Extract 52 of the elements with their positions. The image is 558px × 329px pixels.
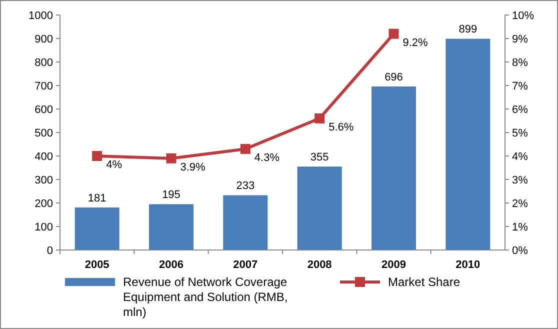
point bbox=[166, 153, 176, 164]
y-tick-label: 400 bbox=[34, 151, 53, 163]
point bbox=[240, 144, 250, 154]
legend-label: Market Share bbox=[388, 275, 460, 289]
data-label: 4% bbox=[106, 159, 122, 171]
point bbox=[314, 113, 325, 124]
x-tick-label: 2005 bbox=[84, 259, 110, 271]
y-tick-label: 1000 bbox=[28, 10, 53, 22]
data-label: 355 bbox=[310, 152, 329, 164]
bar bbox=[149, 204, 194, 250]
data-label: 4.3% bbox=[254, 152, 280, 164]
y-tick-label: 700 bbox=[34, 80, 53, 92]
data-label: 233 bbox=[236, 180, 255, 192]
y-tick-label: 600 bbox=[34, 104, 53, 116]
bar bbox=[74, 207, 120, 250]
y2-tick-label: 7% bbox=[512, 80, 528, 92]
data-label: 3.9% bbox=[180, 161, 206, 174]
x-tick-label: 2008 bbox=[307, 259, 332, 271]
x-tick-label: 2006 bbox=[159, 259, 184, 271]
y2-tick-label: 6% bbox=[512, 104, 528, 116]
data-label: 195 bbox=[162, 189, 180, 202]
y-tick-label: 100 bbox=[34, 222, 53, 234]
bar bbox=[372, 86, 416, 250]
y-tick-label: 300 bbox=[34, 174, 53, 186]
y2-tick-label: 10% bbox=[512, 10, 534, 22]
point bbox=[92, 151, 102, 161]
data-label: 899 bbox=[458, 24, 478, 36]
x-tick-label: 2007 bbox=[233, 259, 258, 271]
point bbox=[388, 28, 399, 39]
y2-tick-label: 9% bbox=[512, 34, 528, 46]
y2-tick-label: 3% bbox=[512, 174, 528, 186]
y2-tick-label: 5% bbox=[512, 128, 528, 140]
y-tick-label: 200 bbox=[34, 198, 53, 210]
y2-tick-label: 8% bbox=[512, 57, 528, 69]
data-label: 696 bbox=[384, 71, 403, 84]
y-tick-label: 0 bbox=[46, 245, 53, 257]
bar bbox=[446, 38, 490, 250]
data-label: 5.6% bbox=[328, 121, 354, 134]
y-tick-label: 800 bbox=[34, 57, 53, 69]
legend-label: Revenue of Network Coverage Equipment and Solution (RMB, mln) bbox=[123, 275, 288, 319]
y2-tick-label: 2% bbox=[512, 198, 528, 210]
bar bbox=[223, 195, 268, 250]
data-label: 181 bbox=[88, 192, 106, 204]
y-tick-label: 500 bbox=[34, 128, 53, 140]
y2-tick-label: 4% bbox=[512, 151, 528, 163]
x-tick-label: 2009 bbox=[382, 259, 406, 271]
y2-tick-label: 1% bbox=[512, 222, 528, 234]
y-tick-label: 900 bbox=[34, 34, 53, 46]
y2-tick-label: 0% bbox=[512, 245, 528, 257]
bar bbox=[297, 166, 342, 250]
x-tick-label: 2010 bbox=[456, 259, 480, 271]
data-label: 9.2% bbox=[402, 36, 428, 49]
